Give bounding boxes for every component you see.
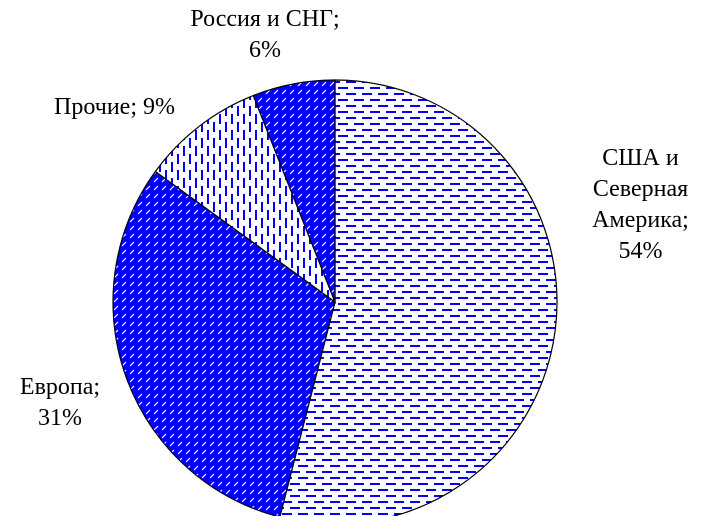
label-separator: ;: [332, 6, 340, 32]
label-value: 54%: [618, 238, 663, 264]
label-category: Прочие: [54, 94, 131, 120]
data-label: Европа; 31%: [0, 372, 120, 434]
pie-slice: [279, 79, 558, 516]
label-value: 6%: [249, 37, 281, 63]
data-label: Прочие; 9%: [0, 92, 175, 123]
label-separator: ;: [130, 94, 137, 120]
label-separator: ;: [93, 374, 101, 400]
label-category: Европа: [19, 374, 94, 400]
label-value: 9%: [143, 94, 175, 120]
label-category: США и Северная Америка: [592, 145, 689, 233]
pie-slice: [154, 94, 337, 304]
data-label: США и Северная Америка; 54%: [568, 143, 707, 267]
label-separator: ;: [682, 207, 689, 233]
pie-slice: [252, 79, 336, 303]
data-label: Россия и СНГ; 6%: [190, 4, 340, 66]
pie-slice: [112, 170, 336, 516]
label-category: Россия и СНГ: [190, 6, 333, 32]
label-value: 31%: [38, 405, 82, 431]
